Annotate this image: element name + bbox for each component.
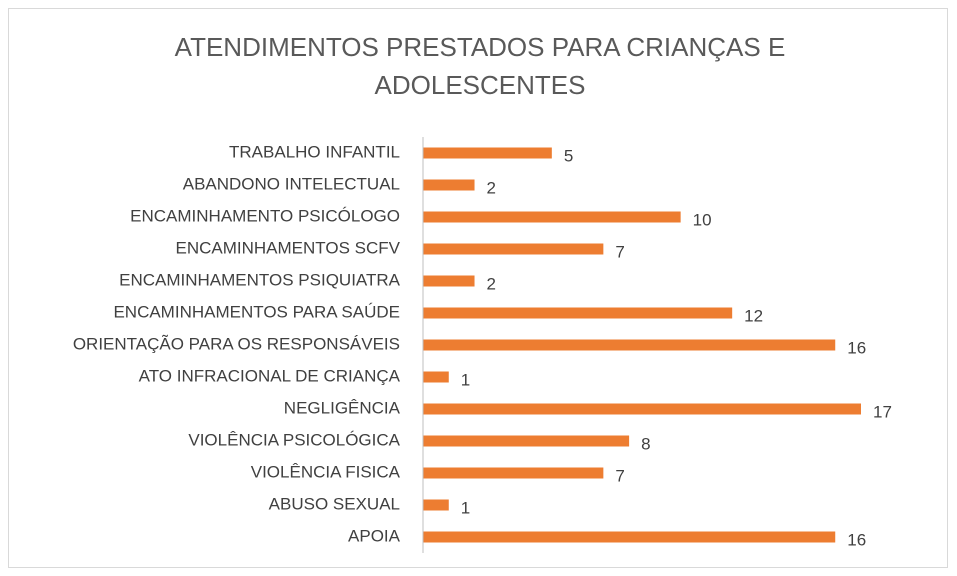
bar (423, 467, 604, 479)
y-tick-label: NEGLIGÊNCIA (284, 398, 401, 417)
y-tick-label: ABANDONO INTELECTUAL (183, 174, 400, 193)
bar (423, 531, 836, 543)
chart-title: ATENDIMENTOS PRESTADOS PARA CRIANÇAS E A… (174, 32, 786, 100)
data-label: 7 (615, 466, 624, 485)
data-label: 16 (847, 338, 866, 357)
data-label: 1 (461, 370, 470, 389)
y-tick-label: ENCAMINHAMENTOS PARA SAÚDE (113, 302, 400, 321)
data-label: 16 (847, 530, 866, 549)
y-tick-label: VIOLÊNCIA FISICA (251, 462, 401, 481)
y-tick-label: TRABALHO INFANTIL (229, 142, 400, 161)
bar (423, 499, 449, 511)
bar (423, 371, 449, 383)
data-label: 12 (744, 306, 763, 325)
bar (423, 179, 475, 191)
y-tick-label: ATO INFRACIONAL DE CRIANÇA (139, 366, 401, 385)
y-tick-label: ABUSO SEXUAL (269, 494, 400, 513)
data-label: 17 (873, 402, 892, 421)
y-tick-label: ENCAMINHAMENTOS PSIQUIATRA (119, 270, 401, 289)
bar (423, 275, 475, 287)
bar (423, 243, 604, 255)
data-label: 10 (693, 210, 712, 229)
y-tick-label: APOIA (348, 526, 401, 545)
bar (423, 339, 836, 351)
bar (423, 307, 733, 319)
y-tick-label: VIOLÊNCIA PSICOLÓGICA (188, 430, 400, 449)
y-tick-label: ENCAMINHAMENTOS SCFV (176, 238, 401, 257)
bar (423, 435, 630, 447)
data-label: 2 (487, 274, 496, 293)
data-label: 2 (487, 178, 496, 197)
y-tick-label: ORIENTAÇÃO PARA OS RESPONSÁVEIS (73, 334, 400, 353)
bar (423, 403, 861, 415)
data-label: 8 (641, 434, 650, 453)
data-label: 5 (564, 146, 573, 165)
data-label: 7 (615, 242, 624, 261)
y-tick-label: ENCAMINHAMENTO PSICÓLOGO (130, 206, 400, 225)
bar (423, 147, 552, 159)
bar (423, 211, 681, 223)
data-label: 1 (461, 498, 470, 517)
